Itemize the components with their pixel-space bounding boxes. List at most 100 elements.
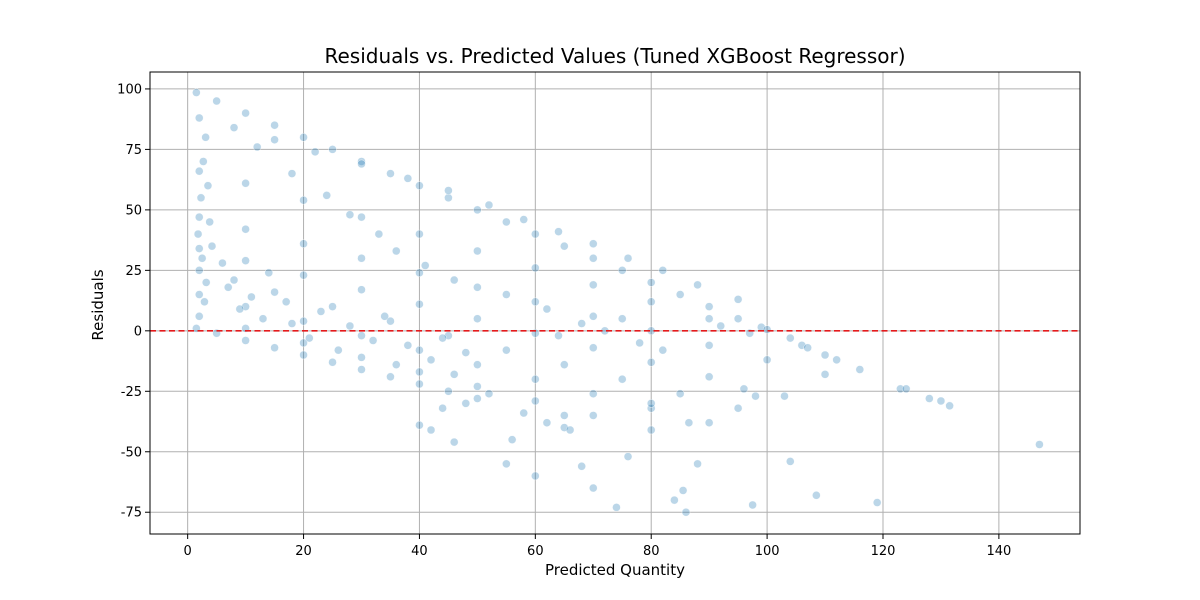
scatter-point [368, 336, 378, 345]
scatter-point [531, 229, 540, 239]
scatter-point [502, 459, 511, 469]
scatter-point [195, 166, 204, 176]
scatter-point [647, 399, 656, 408]
scatter-point [287, 319, 297, 328]
scatter-point [542, 304, 552, 314]
scatter-point [386, 169, 395, 178]
scatter-point [241, 256, 250, 265]
scatter-point [704, 314, 714, 323]
scatter-point [803, 343, 812, 352]
scatter-point [415, 367, 424, 377]
scatter-point [739, 384, 749, 394]
chart-title: Residuals vs. Predicted Values (Tuned XG… [324, 44, 905, 68]
scatter-point [218, 258, 227, 268]
scatter-point [589, 239, 598, 248]
scatter-point [542, 418, 552, 427]
x-axis-ticks: 0 20 40 60 80 100 120 140 [184, 534, 1011, 559]
scatter-point [531, 471, 540, 481]
scatter-point [357, 365, 366, 374]
scatter-point [554, 331, 563, 340]
scatter-point [235, 304, 245, 314]
scatter-point [415, 181, 424, 190]
scatter-point [704, 341, 714, 350]
scatter-point [386, 372, 395, 381]
scatter-point [193, 229, 203, 239]
scatter-point [820, 370, 830, 379]
scatter-point [270, 135, 279, 144]
scatter-point [560, 360, 569, 369]
y-tick-label: -25 [121, 385, 142, 400]
scatter-point [229, 275, 239, 285]
scatter-point [473, 394, 482, 403]
scatter-point [299, 350, 308, 360]
scatter-point [305, 333, 314, 343]
scatter-point [678, 486, 688, 495]
scatter-point [484, 389, 494, 398]
scatter-point [461, 399, 470, 408]
scatter-point [733, 314, 743, 323]
scatter-point [386, 316, 395, 326]
y-tick-label: 100 [117, 82, 142, 97]
scatter-point [675, 389, 685, 398]
scatter-point [560, 241, 569, 251]
scatter-point [415, 420, 424, 430]
scatter-point [415, 229, 424, 239]
scatter-point [299, 133, 308, 142]
scatter-point [786, 457, 795, 466]
scatter-point [322, 191, 331, 200]
scatter-point [762, 325, 772, 334]
scatter-point [195, 113, 204, 123]
scatter-point [780, 391, 789, 401]
scatter-point [199, 157, 208, 166]
x-axis-label: Predicted Quantity [545, 561, 685, 579]
scatter-point [374, 229, 384, 239]
scatter-point [647, 297, 656, 306]
scatter-point [812, 491, 821, 500]
scatter-point [195, 212, 204, 222]
scatter-point [438, 333, 447, 343]
scatter-point [421, 261, 430, 270]
scatter-point [247, 292, 256, 302]
scatter-point [716, 321, 725, 331]
y-axis-ticks: -75 -50 -25 0 25 50 75 100 [117, 82, 150, 521]
scatter-point [200, 297, 209, 306]
scatter-point [316, 307, 326, 316]
x-tick-label: 20 [295, 544, 312, 559]
scatter-point [345, 321, 355, 331]
scatter-point [450, 275, 459, 285]
scatter-point [241, 108, 250, 118]
scatter-point [820, 350, 830, 360]
y-tick-label: 50 [125, 203, 142, 218]
scatter-point [444, 387, 453, 396]
scatter-point [577, 462, 586, 471]
scatter-point [392, 246, 401, 256]
scatter-point [502, 345, 511, 355]
scatter-point [901, 384, 911, 394]
scatter-point [647, 404, 656, 413]
scatter-point [450, 437, 459, 447]
scatter-point [647, 278, 656, 287]
scatter-point [936, 396, 946, 406]
scatter-point [195, 312, 204, 321]
scatter-point [224, 283, 233, 292]
scatter-point [392, 360, 401, 369]
scatter-point [357, 159, 366, 169]
scatter-point [647, 425, 656, 435]
scatter-point [896, 384, 905, 394]
scatter-point [195, 290, 204, 299]
scatter-point [450, 370, 459, 379]
scatter-point [270, 287, 279, 297]
x-tick-label: 40 [411, 544, 428, 559]
scatter-point [203, 181, 213, 190]
scatter-point [197, 254, 207, 263]
scatter-point [589, 312, 598, 321]
scatter-point [380, 312, 389, 321]
scatter-point [415, 345, 424, 355]
scatter-point [704, 372, 714, 381]
scatter-point [415, 300, 424, 309]
scatter-point [328, 358, 337, 367]
scatter-point [473, 246, 482, 256]
scatter-point [310, 147, 320, 157]
scatter-point [299, 316, 308, 326]
